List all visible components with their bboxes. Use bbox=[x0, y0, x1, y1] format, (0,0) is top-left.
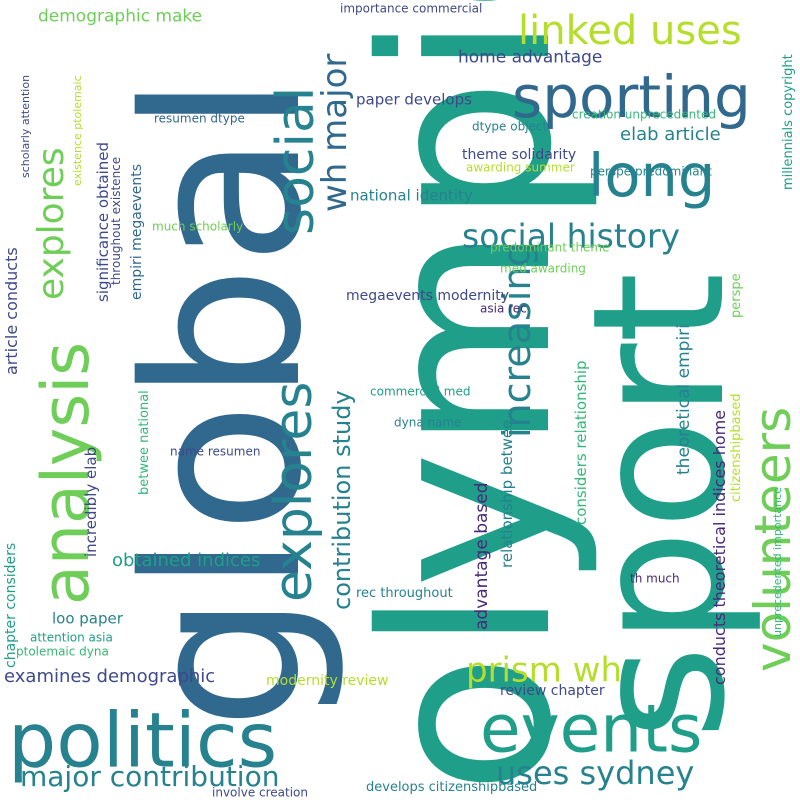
cloud-word: rec throughout bbox=[356, 585, 453, 601]
cloud-word: existence ptolemaic bbox=[71, 75, 84, 186]
cloud-word: paper develops bbox=[356, 90, 472, 109]
cloud-word: develops citizenshipbased bbox=[366, 779, 538, 795]
cloud-word: med awarding bbox=[500, 261, 586, 276]
cloud-word: throughout existence bbox=[109, 156, 123, 285]
cloud-word: linked uses bbox=[518, 7, 742, 54]
cloud-word: demographic make bbox=[38, 6, 203, 27]
cloud-word: contribution study bbox=[328, 390, 356, 610]
cloud-word: national identity bbox=[350, 186, 473, 205]
cloud-word: uses sydney bbox=[496, 754, 695, 793]
cloud-word: megaevents modernity bbox=[346, 288, 510, 305]
cloud-word: conducts theoretical indices home bbox=[710, 409, 729, 685]
cloud-word: empiri megaevents bbox=[129, 163, 145, 300]
cloud-word: obtained indices bbox=[112, 549, 261, 571]
cloud-word: article conducts bbox=[2, 247, 21, 375]
cloud-word: elab article bbox=[620, 123, 721, 145]
cloud-word: asia rec bbox=[480, 301, 527, 316]
cloud-word: creation unprecedented bbox=[572, 107, 716, 122]
cloud-word: modernity review bbox=[266, 673, 389, 690]
cloud-word: resumen dtype bbox=[154, 111, 245, 126]
cloud-word: citizenshipbased bbox=[729, 393, 744, 502]
cloud-word: betwee national bbox=[137, 390, 152, 495]
cloud-word: dtype object bbox=[472, 119, 548, 134]
cloud-word: major contribution bbox=[20, 760, 280, 794]
cloud-word: dyna name bbox=[394, 415, 462, 430]
cloud-word: attention asia bbox=[30, 630, 113, 645]
cloud-word: examines demographic bbox=[4, 665, 216, 687]
cloud-word: politics bbox=[8, 695, 278, 785]
cloud-word: review chapter bbox=[500, 683, 605, 700]
cloud-word: sporting bbox=[512, 62, 751, 131]
cloud-word: millennials copyright bbox=[781, 54, 796, 190]
cloud-word: scholarly attention bbox=[19, 74, 32, 178]
cloud-word: social history bbox=[462, 216, 681, 256]
cloud-word: involve creation bbox=[212, 785, 309, 800]
cloud-word: long bbox=[588, 140, 716, 210]
cloud-word: events bbox=[480, 690, 703, 768]
cloud-word: perspe predominant bbox=[590, 164, 712, 179]
cloud-word: theoretical empiri bbox=[674, 324, 694, 475]
cloud-word: home advantage bbox=[458, 47, 603, 68]
cloud-word: predominant theme bbox=[490, 240, 610, 255]
cloud-word: importance commercial bbox=[340, 1, 483, 16]
cloud-word: awarding summer bbox=[466, 160, 575, 175]
cloud-word: ptolemaic dyna bbox=[16, 644, 109, 659]
cloud-word: explores bbox=[31, 147, 72, 300]
cloud-word: advantage based bbox=[472, 482, 492, 630]
cloud-word: name resumen bbox=[170, 444, 261, 459]
cloud-word: considers relationship bbox=[572, 360, 590, 525]
cloud-word: unprecedented importance bbox=[771, 487, 784, 637]
cloud-word: commercial med bbox=[370, 384, 471, 399]
cloud-word: much scholarly bbox=[152, 219, 244, 234]
cloud-word: explores bbox=[264, 381, 324, 602]
cloud-word: prism wh bbox=[466, 650, 623, 691]
cloud-word: loo paper bbox=[52, 609, 123, 628]
cloud-word: theme solidarity bbox=[462, 147, 577, 164]
cloud-word: th much bbox=[630, 571, 680, 586]
cloud-word: incredibly elab bbox=[82, 446, 100, 557]
cloud-word: relationship betwee bbox=[498, 419, 516, 568]
cloud-word: perspe bbox=[729, 273, 744, 318]
cloud-word: wh major bbox=[315, 53, 355, 212]
